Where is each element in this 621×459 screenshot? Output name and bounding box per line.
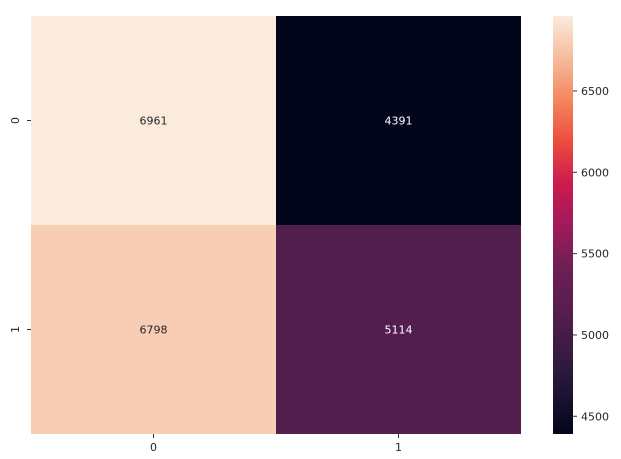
- colorbar: 4500 5000 5500 6000 6500: [553, 16, 609, 434]
- cell-annotation-0-0: 6961: [140, 115, 168, 128]
- colorbar-tick-label-3: 6000: [581, 166, 609, 179]
- heatmap-cell-0-0: [31, 16, 276, 225]
- heatmap-cell-1-1: [276, 225, 521, 434]
- colorbar-tick-label-4: 6500: [581, 85, 609, 98]
- heatmap-cell-0-1: [276, 16, 521, 225]
- x-tick-label-1: 1: [395, 441, 402, 454]
- cell-annotations: 6961 4391 6798 5114: [140, 115, 413, 337]
- cell-annotation-1-1: 5114: [385, 324, 413, 337]
- heatmap-cell-1-0: [31, 225, 276, 434]
- colorbar-tick-label-2: 5500: [581, 248, 609, 261]
- y-tick-label-0: 0: [9, 117, 22, 124]
- y-axis: 01: [9, 117, 31, 333]
- cell-annotation-1-0: 6798: [140, 324, 168, 337]
- cell-annotation-0-1: 4391: [385, 115, 413, 128]
- colorbar-tick-label-0: 4500: [581, 410, 609, 423]
- colorbar-ticks: 4500 5000 5500 6000 6500: [573, 85, 609, 423]
- colorbar-gradient: [553, 16, 573, 434]
- x-tick-label-0: 0: [150, 441, 157, 454]
- heatmap-cells: [31, 16, 521, 434]
- y-tick-label-1: 1: [9, 326, 22, 333]
- colorbar-tick-label-1: 5000: [581, 329, 609, 342]
